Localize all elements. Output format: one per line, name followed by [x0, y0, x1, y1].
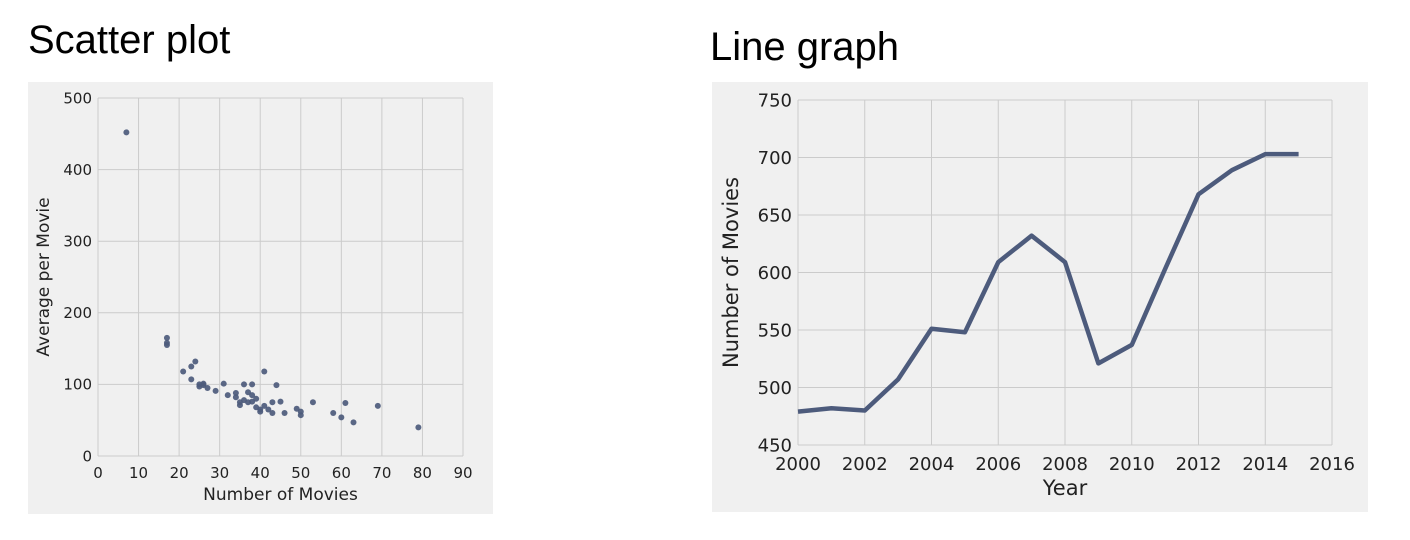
x-tick-label: 50	[291, 464, 310, 482]
y-tick-label: 500	[63, 89, 92, 107]
scatter-point	[281, 410, 288, 417]
y-axis-label: Number of Movies	[719, 177, 743, 368]
scatter-point	[220, 380, 227, 387]
scatter-point	[236, 402, 243, 409]
x-tick-label: 20	[170, 464, 189, 482]
scatter-point	[224, 392, 231, 399]
scatter-point	[192, 358, 199, 365]
y-tick-label: 200	[63, 304, 92, 322]
x-tick-label: 2012	[1176, 454, 1222, 475]
x-tick-label: 2008	[1042, 454, 1088, 475]
x-tick-label: 30	[210, 464, 229, 482]
x-tick-label: 80	[413, 464, 432, 482]
x-tick-label: 2016	[1309, 454, 1355, 475]
scatter-point	[269, 399, 276, 406]
line-graph-panel: 2000 2002 2004 2006 2008 2010 2012 2014 2016 450 5…	[712, 82, 1368, 512]
scatter-point	[330, 410, 337, 417]
scatter-point	[232, 394, 239, 401]
y-tick-label: 300	[63, 232, 92, 250]
scatter-point	[273, 382, 280, 389]
x-tick-label: 2002	[842, 454, 888, 475]
x-tick-label: 60	[332, 464, 351, 482]
scatter-point	[261, 402, 268, 409]
y-axis-label: Average per Movie	[34, 197, 54, 356]
scatter-point	[277, 398, 284, 405]
scatter-point	[123, 129, 130, 136]
y-tick-label: 100	[63, 376, 92, 394]
scatter-point	[212, 387, 219, 394]
scatter-point	[188, 376, 195, 383]
x-axis-label: Number of Movies	[203, 485, 358, 505]
scatter-point	[241, 381, 247, 388]
y-tick-label: 550	[758, 320, 792, 341]
scatter-plot-heading: Scatter plot	[28, 18, 231, 62]
scatter-point	[249, 392, 256, 399]
x-tick-label: 90	[453, 464, 472, 482]
x-tick-label: 2004	[909, 454, 955, 475]
y-tick-label: 650	[758, 205, 792, 226]
scatter-point	[204, 384, 211, 391]
y-tick-label: 400	[63, 161, 92, 179]
series-line	[797, 151, 1299, 414]
scatter-plot-panel: 0 10 20 30 40 50 60 70 80 90 0 100 200 300 400 500 Numbe…	[28, 82, 493, 514]
scatter-point	[350, 419, 357, 426]
x-tick-label: 2014	[1242, 454, 1288, 475]
x-tick-label: 10	[129, 464, 148, 482]
line-graph-chart: 2000 2002 2004 2006 2008 2010 2012 2014 2016 450 5…	[719, 90, 1355, 500]
scatter-point	[232, 389, 239, 396]
x-tick-label: 2010	[1109, 454, 1155, 475]
y-tick-label: 450	[758, 435, 792, 456]
scatter-point	[249, 381, 256, 388]
scatter-plot-chart: 0 10 20 30 40 50 60 70 80 90 0 100 200 300 400 500 Numbe…	[34, 89, 473, 505]
scatter-point	[374, 402, 381, 409]
scatter-point	[415, 424, 422, 431]
x-tick-label: 40	[251, 464, 270, 482]
scatter-point	[269, 410, 276, 417]
scatter-point	[257, 408, 264, 415]
y-tick-label: 600	[758, 263, 792, 284]
scatter-point	[188, 363, 195, 370]
x-tick-label: 0	[93, 464, 103, 482]
line-graph-heading: Line graph	[710, 25, 900, 69]
x-tick-label: 2000	[775, 454, 821, 475]
scatter-point	[297, 412, 304, 419]
scatter-point	[163, 334, 170, 341]
scatter-point	[309, 399, 316, 406]
scatter-point	[342, 400, 349, 407]
x-axis-label: Year	[1042, 476, 1088, 500]
scatter-point	[180, 368, 187, 375]
x-tick-label: 2006	[975, 454, 1021, 475]
y-tick-label: 500	[758, 378, 792, 399]
scatter-point	[261, 368, 268, 375]
y-tick-label: 700	[758, 148, 792, 169]
y-tick-label: 0	[82, 447, 92, 465]
scatter-point	[163, 342, 170, 349]
scatter-point	[265, 406, 272, 413]
x-tick-label: 70	[372, 464, 391, 482]
scatter-point	[338, 414, 345, 421]
scatter-point	[253, 395, 260, 402]
y-tick-label: 750	[758, 90, 792, 111]
